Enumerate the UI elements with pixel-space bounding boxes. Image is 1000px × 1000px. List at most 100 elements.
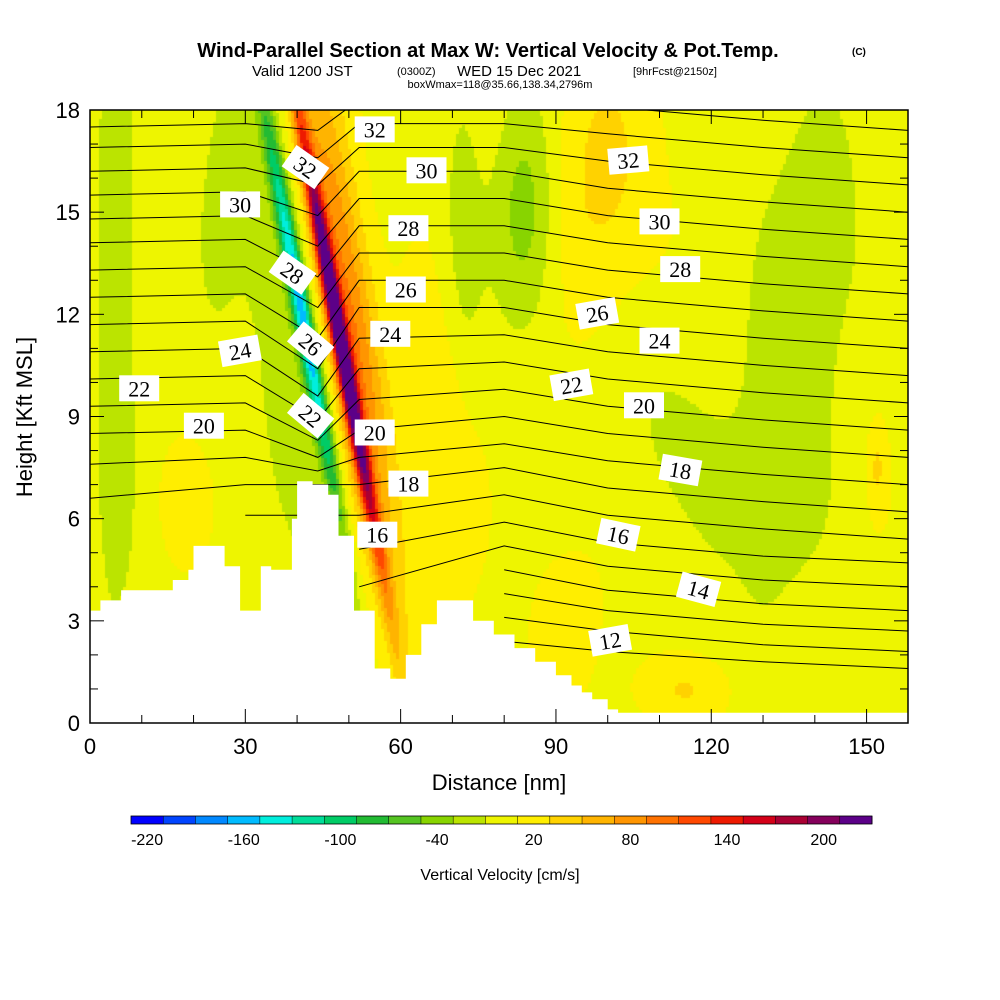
- contour-label-text: 30: [649, 209, 671, 234]
- colorbar-swatch: [324, 816, 358, 824]
- theta-contour-13: [504, 593, 908, 632]
- y-tick-label: 6: [68, 507, 80, 532]
- colorbar-label: Vertical Velocity [cm/s]: [420, 867, 579, 884]
- contour-label-text: 26: [395, 278, 417, 303]
- contour-label-text: 12: [597, 627, 623, 655]
- contour-label: 24: [370, 320, 411, 347]
- contour-label-box: [588, 624, 633, 657]
- contour-label: 20: [354, 419, 395, 446]
- colorbar-tick-label: 80: [622, 832, 640, 849]
- contour-label: 30: [406, 157, 447, 184]
- theta-contour-19: [90, 443, 908, 486]
- contour-label-text: 28: [397, 216, 419, 241]
- contour-label-box: [549, 368, 594, 402]
- contour-label-box: [624, 392, 664, 419]
- contour-label-box: [406, 157, 447, 184]
- colorbar-tick-label: 140: [714, 832, 741, 849]
- contour-label-box: [639, 208, 680, 235]
- contour-label-text: 30: [229, 192, 251, 217]
- x-tick-label: 60: [388, 734, 412, 759]
- contour-label: 28: [660, 256, 701, 283]
- theta-contour-18: [90, 467, 908, 513]
- theta-contour-20: [90, 415, 908, 458]
- colorbar-tick-label: -100: [324, 832, 356, 849]
- y-tick-label: 9: [68, 405, 80, 430]
- contour-label: 28: [388, 215, 429, 242]
- colorbar-swatch: [807, 816, 841, 824]
- forecast-info: [9hrFcst@2150z]: [633, 66, 717, 78]
- contour-label: 16: [596, 517, 641, 552]
- contour-label: 30: [639, 208, 680, 235]
- contour-label-text: 16: [366, 523, 388, 548]
- theta-contour-28: [90, 198, 908, 247]
- contour-label-text: 20: [364, 421, 386, 446]
- contour-label: 12: [588, 624, 633, 657]
- colorbar-swatch: [485, 816, 519, 824]
- contour-label-box: [675, 571, 722, 607]
- box-wmax-info: boxWmax=118@35.66,138.34,2796m: [408, 79, 593, 91]
- contour-label-text: 16: [605, 521, 632, 550]
- contour-label-box: [660, 256, 701, 283]
- x-axis: 0 30 60 90 120 150: [84, 110, 885, 759]
- x-tick-label: 30: [233, 734, 257, 759]
- colorbar-tick-label: -160: [228, 832, 260, 849]
- contour-label: 26: [385, 276, 426, 303]
- colorbar-swatch: [259, 816, 293, 824]
- colorbar-swatch: [163, 816, 196, 824]
- contour-label: 24: [217, 334, 262, 368]
- contour-label-box: [268, 250, 317, 295]
- colorbar-swatch: [743, 816, 776, 824]
- colorbar-tick-label: -40: [426, 832, 449, 849]
- contour-label-box: [220, 191, 261, 218]
- contour-label-box: [217, 334, 262, 368]
- contour-label-box: [354, 116, 395, 143]
- contour-label-box: [607, 145, 650, 175]
- contour-label: 22: [119, 375, 160, 402]
- colorbar-swatch: [775, 816, 809, 824]
- colorbar-frame: [130, 815, 873, 825]
- y-tick-label: 3: [68, 609, 80, 634]
- colorbar-swatch: [614, 816, 647, 824]
- colorbar-tick-label: 200: [810, 832, 837, 849]
- title-block: Wind-Parallel Section at Max W: Vertical…: [197, 40, 866, 91]
- y-tick-label: 18: [56, 98, 80, 123]
- colorbar-swatch: [582, 816, 615, 824]
- terrain-mask: [90, 481, 908, 723]
- contour-label-box: [388, 470, 429, 497]
- contour-label-text: 26: [584, 300, 610, 328]
- colorbar-swatch: [227, 816, 261, 824]
- theta-contour-24: [90, 307, 908, 370]
- theta-contour-27: [90, 225, 908, 278]
- contour-label-box: [354, 419, 395, 446]
- theta-contour-15: [359, 545, 908, 588]
- colorbar-swatch: [549, 816, 583, 824]
- contour-label-text: 24: [649, 329, 671, 354]
- contour-label-box: [286, 392, 335, 439]
- x-tick-label: 120: [693, 734, 730, 759]
- colorbar-swatch: [839, 816, 873, 824]
- colorbar-swatch: [292, 816, 325, 824]
- contour-label-box: [370, 320, 411, 347]
- x-tick-label: 0: [84, 734, 96, 759]
- contour-label-text: 22: [558, 371, 584, 399]
- contour-label: 22: [549, 368, 594, 402]
- contour-label-box: [183, 412, 224, 439]
- theta-contour-25: [90, 279, 908, 339]
- colorbar-swatch: [420, 816, 454, 824]
- contour-label: 32: [354, 116, 395, 143]
- contour-label-box: [596, 517, 641, 552]
- theta-contour-26: [90, 252, 908, 309]
- contour-label-box: [575, 297, 620, 330]
- contour-label-text: 22: [128, 376, 150, 401]
- colorbar-swatch: [453, 816, 486, 824]
- theta-contour-17: [245, 494, 908, 540]
- colorbar-swatch: [131, 816, 164, 824]
- x-tick-label: 90: [544, 734, 568, 759]
- colorbar-swatch: [195, 816, 229, 824]
- y-axis-label: Height [Kft MSL]: [12, 337, 37, 497]
- contour-label: 16: [357, 521, 398, 548]
- contour-label: 20: [183, 412, 224, 439]
- contour-label-box: [281, 144, 330, 190]
